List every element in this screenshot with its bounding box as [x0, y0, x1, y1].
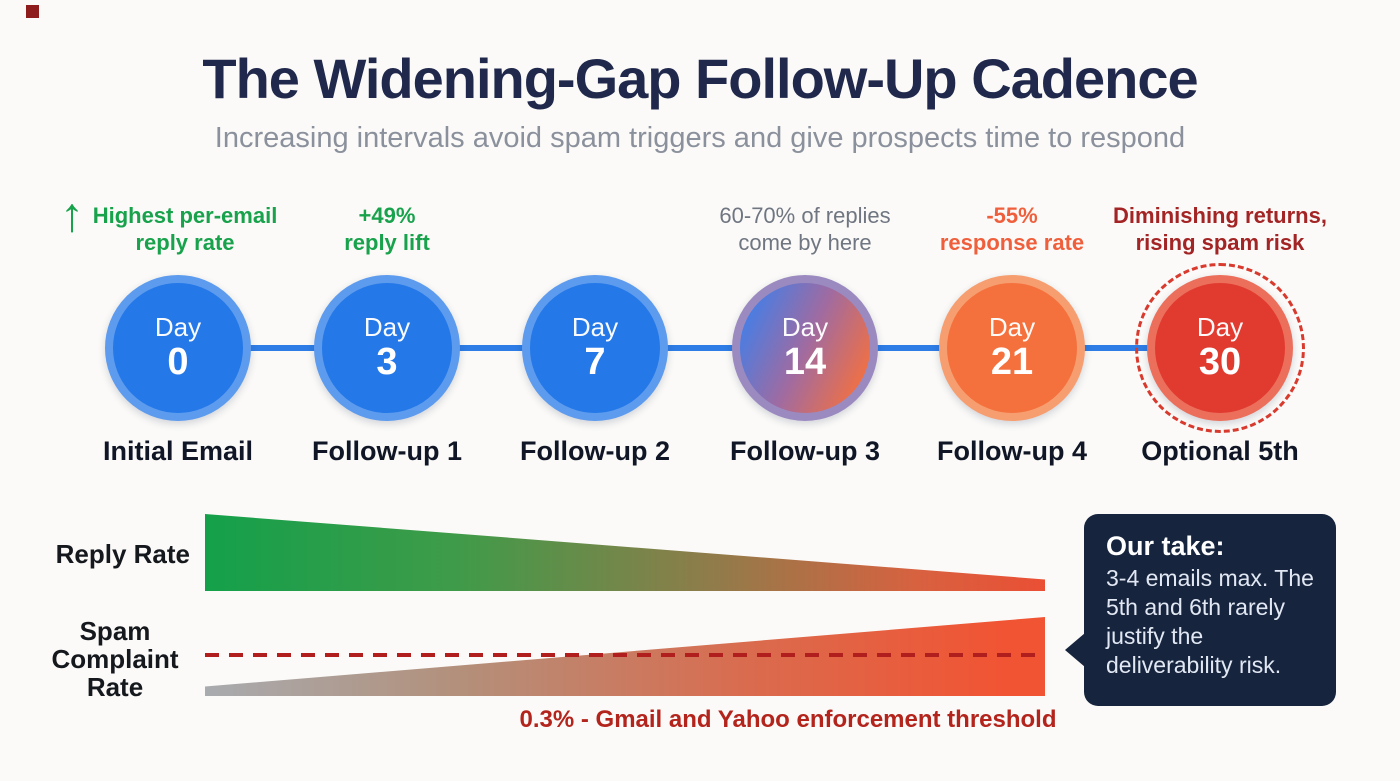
annotation-line: Diminishing returns, — [1113, 203, 1327, 228]
reply-rate-wedge — [205, 514, 1045, 591]
threshold-dashed-line — [205, 653, 1045, 657]
annotation-line: rising spam risk — [1135, 230, 1305, 255]
day-number: 30 — [1198, 341, 1242, 383]
timeline-node-day7: Day 7 — [522, 275, 668, 421]
timeline-node-day21: Day 21 — [939, 275, 1085, 421]
callout-body: 3-4 emails max. The 5th and 6th rarely j… — [1106, 565, 1314, 678]
annotation-day14: 60-70% of replies come by here — [719, 202, 890, 256]
callout-arrow-notch — [1065, 633, 1085, 667]
annotation-line: reply lift — [344, 230, 430, 255]
day-number: 7 — [584, 341, 606, 383]
day-number: 21 — [990, 341, 1034, 383]
node-label-follow-up-2: Follow-up 2 — [520, 436, 670, 466]
annotation-line: +49% — [358, 203, 416, 228]
day-word: Day — [154, 312, 202, 343]
timeline-node-day30: Day 30 — [1147, 275, 1293, 421]
corner-artifact-mark — [26, 5, 39, 18]
spam-label-line: Rate — [86, 672, 144, 702]
timeline-node-day0: Day 0 — [105, 275, 251, 421]
up-arrow-icon: ↑ — [60, 189, 84, 242]
annotation-line: 60-70% of replies — [719, 203, 891, 228]
our-take-callout: Our take: 3-4 emails max. The 5th and 6t… — [1065, 514, 1336, 706]
day-word: Day — [363, 312, 411, 343]
day-number: 14 — [783, 341, 827, 383]
node-label-follow-up-3: Follow-up 3 — [730, 436, 880, 466]
annotation-day3: +49% reply lift — [344, 202, 430, 256]
spam-label-line: Spam — [79, 616, 151, 646]
day-word: Day — [571, 312, 619, 343]
annotation-day30: Diminishing returns, rising spam risk — [1113, 202, 1327, 256]
callout-title: Our take: — [1106, 531, 1225, 561]
timeline-connector — [178, 345, 1220, 351]
annotation-line: -55% — [986, 203, 1038, 228]
timeline-node-day14: Day 14 — [732, 275, 878, 421]
annotation-line: response rate — [939, 230, 1085, 255]
day-word: Day — [781, 312, 829, 343]
page-title: The Widening-Gap Follow-Up Cadence — [202, 47, 1198, 110]
day-number: 3 — [376, 341, 398, 383]
timeline-node-day3: Day 3 — [314, 275, 460, 421]
node-label-follow-up-1: Follow-up 1 — [312, 436, 462, 466]
node-label-optional-5th: Optional 5th — [1141, 436, 1299, 466]
day30-dashed-ring — [1135, 263, 1305, 433]
threshold-caption: 0.3% - Gmail and Yahoo enforcement thres… — [519, 706, 1057, 733]
annotation-day0: Highest per-email reply rate — [93, 202, 278, 256]
spam-complaint-rate-label: Spam Complaint Rate — [40, 617, 190, 701]
page-subtitle: Increasing intervals avoid spam triggers… — [214, 122, 1186, 154]
annotation-day21: -55% response rate — [940, 202, 1084, 256]
day-number: 0 — [167, 341, 189, 383]
node-label-initial-email: Initial Email — [102, 436, 254, 466]
day-word: Day — [1196, 312, 1244, 343]
node-label-follow-up-4: Follow-up 4 — [937, 436, 1087, 466]
annotation-line: reply rate — [135, 230, 235, 255]
spam-label-line: Complaint — [51, 644, 179, 674]
annotation-line: come by here — [738, 230, 872, 255]
reply-rate-label: Reply Rate — [55, 539, 190, 569]
annotation-line: Highest per-email — [92, 203, 278, 228]
day-word: Day — [988, 312, 1036, 343]
